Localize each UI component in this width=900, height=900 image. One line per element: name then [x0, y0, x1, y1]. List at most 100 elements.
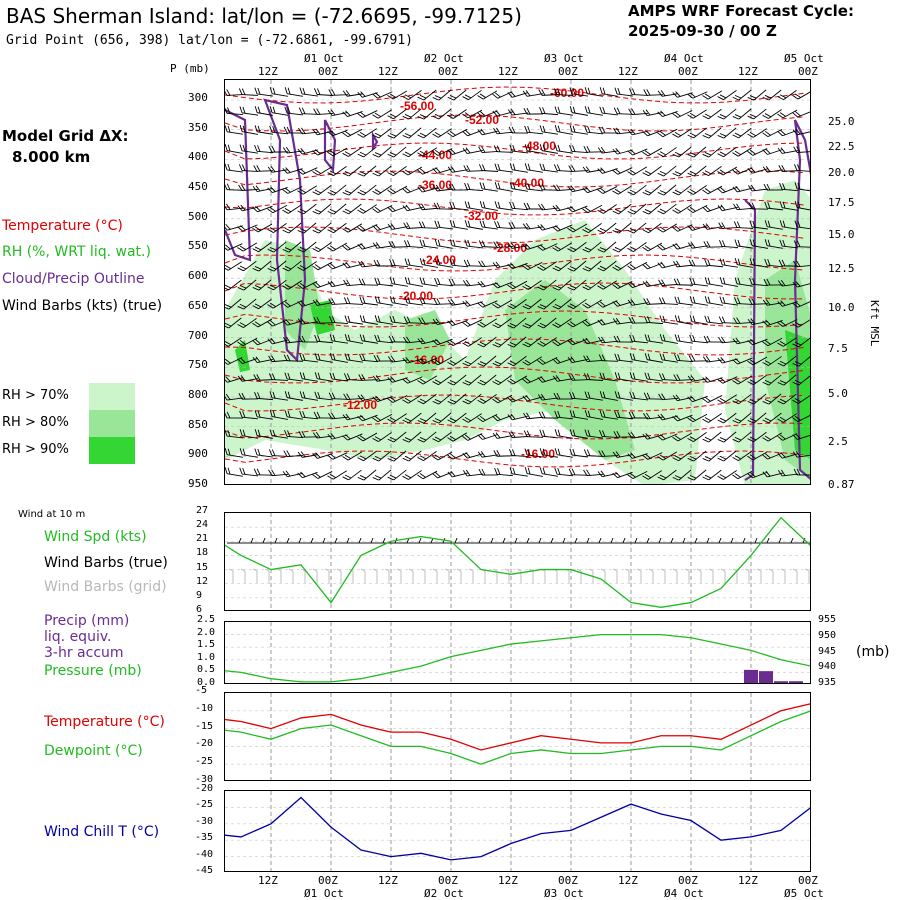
wind-barb-flag [359, 435, 366, 440]
grid-wind-barb-flag [780, 568, 786, 572]
wind-barb-flag [794, 398, 802, 403]
wind-barb-flag [765, 470, 771, 477]
wind-barb-flag [226, 203, 231, 210]
wind-barb-shaft [363, 204, 377, 214]
wind-barb [329, 353, 348, 363]
wind-barb-flag [612, 266, 619, 271]
wind-barb-flag [330, 280, 336, 287]
true-wind-barb-flag [694, 537, 698, 544]
wind-barb-flag [674, 111, 681, 117]
wind-barb [402, 376, 423, 384]
wind-barb [717, 376, 738, 384]
wind-barb-flag [777, 322, 784, 327]
wind-barb [507, 108, 528, 116]
wind-barb-flag [736, 317, 741, 324]
grid-wind-barb-flag [264, 568, 270, 572]
wind-barb-flag [375, 242, 381, 249]
wind-barb-flag [720, 187, 726, 193]
wind-barb-shaft [363, 184, 377, 196]
wind-barb [642, 165, 662, 177]
cloud-outline [263, 98, 307, 363]
wind-barb-flag [389, 277, 393, 284]
wind-barb-flag [432, 318, 438, 325]
wind-barb-flag [462, 321, 469, 327]
wind-barb-flag [657, 111, 663, 117]
wind-barb-flag [419, 418, 427, 422]
wind-barb-flag [539, 144, 543, 151]
wind-barb-flag [297, 248, 304, 253]
wind-barb [509, 449, 529, 457]
wind-barb-flag [629, 246, 637, 251]
wind-barb-flag [557, 429, 561, 437]
wind-barb [584, 429, 603, 439]
wind-barb-flag [750, 184, 756, 191]
top-hour-tick: 00Z [798, 65, 818, 78]
grid-wind-barb [744, 568, 750, 583]
wind-barb-flag [677, 354, 681, 361]
wind-barb-flag [687, 190, 694, 195]
wind-barb-flag [777, 113, 784, 119]
wind-barb-flag [782, 239, 786, 247]
wind-barb-flag [601, 450, 606, 457]
wind-barb [267, 279, 287, 291]
wind-barb [509, 201, 529, 211]
wind-barb-shaft [452, 226, 468, 230]
wind-barb-flag [509, 163, 513, 170]
wind-barb-flag [269, 429, 273, 437]
wind-barb-flag [599, 208, 607, 213]
wind-barb-flag [449, 258, 453, 266]
wind-barb [642, 203, 662, 215]
wind-barb-flag [512, 163, 516, 171]
wind-barb-shaft [241, 170, 259, 172]
wind-barb [612, 185, 632, 195]
wind-barb-flag [433, 202, 438, 210]
wind-barb-flag [793, 240, 798, 247]
wind-barb-flag [255, 338, 261, 345]
wind-barb-flag [657, 210, 664, 215]
bottom-hour-tick: 00Z [678, 874, 698, 887]
wind-barb-flag [298, 431, 303, 438]
wind-barb-flag [316, 108, 321, 115]
wind-barb-flag [629, 372, 633, 379]
wind-barb-flag [492, 283, 498, 289]
wind-barb [312, 128, 333, 136]
wind-barb [702, 413, 722, 423]
wind-barb [387, 108, 407, 120]
wind-barb-flag [602, 430, 606, 437]
wind-barb [297, 185, 318, 195]
wind-barb-flag [689, 455, 697, 460]
wind-barb-flag [407, 296, 411, 304]
wind-barb-flag [314, 334, 318, 342]
wind-barb-flag [762, 361, 769, 366]
wind-barb-flag [507, 324, 514, 329]
wind-barb [342, 451, 363, 461]
wind-barb-flag [225, 360, 229, 365]
wind-barb [299, 372, 318, 382]
wind-barb-flag [658, 393, 663, 400]
forecast-cycle-label: AMPS WRF Forecast Cycle: [628, 2, 854, 20]
wind-barb-shaft [271, 131, 289, 135]
wind-barb [432, 108, 452, 120]
wind-barb-flag [402, 357, 408, 364]
wind-barb-flag [778, 259, 783, 267]
wind-barb-flag [237, 358, 243, 364]
true-wind-barb-flag [562, 537, 566, 544]
wind-barb-flag [479, 361, 487, 365]
wind-barb [702, 127, 722, 139]
wind-barb-shaft [587, 112, 603, 116]
wind-barb-flag [237, 226, 243, 232]
wind-barb [342, 128, 363, 138]
wind-barb [312, 222, 332, 234]
wind-barb [282, 260, 302, 272]
wind-barb [387, 185, 408, 195]
wind-barb-flag [658, 279, 663, 286]
wind-barb-shaft [527, 473, 543, 477]
wind-barb [254, 125, 273, 135]
wind-barb [492, 414, 513, 422]
wind-barb-flag [777, 130, 783, 137]
wind-barb-flag [387, 94, 394, 100]
wind-barb-flag [374, 296, 378, 303]
wind-barb-flag [241, 184, 246, 191]
wind-barb-flag [449, 113, 457, 118]
wind-barb-flag [704, 456, 712, 460]
